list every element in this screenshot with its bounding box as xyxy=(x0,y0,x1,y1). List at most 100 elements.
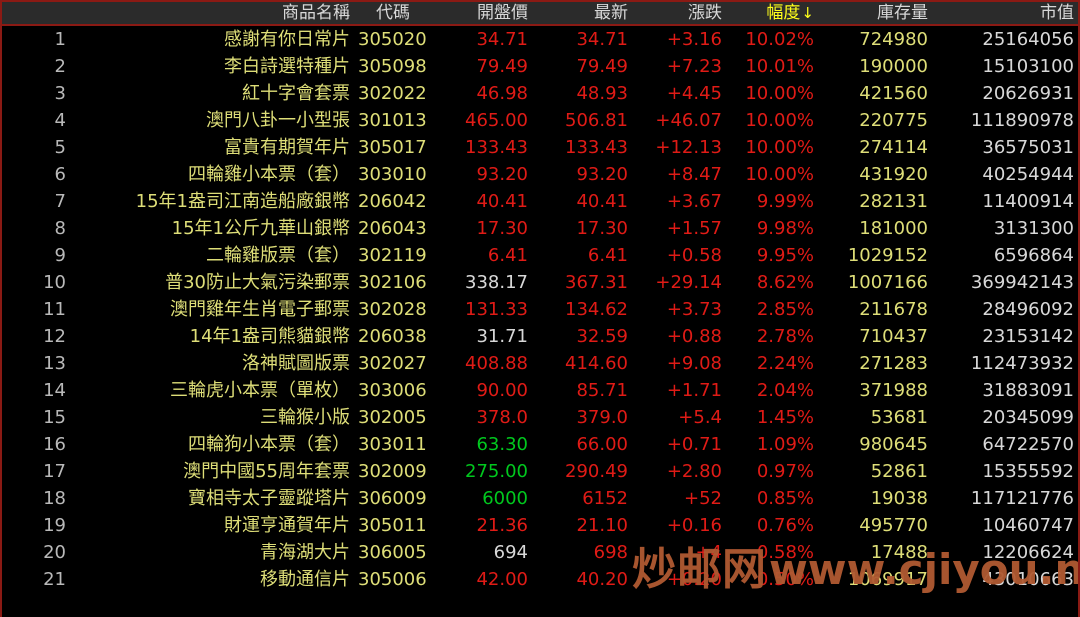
cell-market-cap: 369942143 xyxy=(970,272,1074,293)
table-row[interactable]: 2 李白詩選特種片 305098 79.49 79.49 +7.23 10.01% 19000… xyxy=(2,53,1078,80)
row-index: 7 xyxy=(54,191,66,212)
cell-open-price: 90.00 xyxy=(476,380,528,401)
cell-code: 303011 xyxy=(358,434,427,455)
cell-change-pct: 1.09% xyxy=(756,434,814,455)
cell-code: 302022 xyxy=(358,83,427,104)
cell-code: 302005 xyxy=(358,407,427,428)
cell-code: 206042 xyxy=(358,191,427,212)
cell-volume: 17488 xyxy=(870,542,928,563)
row-index: 18 xyxy=(43,488,66,509)
cell-last-price: 290.49 xyxy=(565,461,628,482)
cell-volume: 431920 xyxy=(859,164,928,185)
column-header-pct-sorted[interactable]: 幅度↓ xyxy=(724,2,814,24)
cell-open-price: 31.71 xyxy=(476,326,528,347)
table-row[interactable]: 16 四輪狗小本票（套） 303011 63.30 66.00 +0.71 1.09% 980… xyxy=(2,431,1078,458)
table-row[interactable]: 19 財運亨通賀年片 305011 21.36 21.10 +0.16 0.76% 49577… xyxy=(2,512,1078,539)
cell-name: 普30防止大氣污染郵票 xyxy=(165,272,350,293)
cell-market-cap: 15103100 xyxy=(982,56,1074,77)
cell-volume: 19038 xyxy=(870,488,928,509)
cell-change: +29.14 xyxy=(655,272,722,293)
cell-last-price: 93.20 xyxy=(576,164,628,185)
cell-open-price: 275.00 xyxy=(465,461,528,482)
table-row[interactable]: 11 澳門雞年生肖電子郵票 302028 131.33 134.62 +3.73 2.85%… xyxy=(2,296,1078,323)
cell-code: 302119 xyxy=(358,245,427,266)
cell-change: +2.80 xyxy=(666,461,722,482)
table-body: 1 感謝有你日常片 305020 34.71 34.71 +3.16 10.02% 72498… xyxy=(2,26,1078,615)
cell-volume: 190000 xyxy=(859,56,928,77)
column-header-open[interactable]: 開盤價 xyxy=(477,3,528,23)
column-header-volume[interactable]: 庫存量 xyxy=(877,3,928,23)
table-row[interactable]: 12 14年1盎司熊貓銀幣 206038 31.71 32.59 +0.88 2.78% 71… xyxy=(2,323,1078,350)
cell-change: +0.20 xyxy=(666,569,722,590)
table-row[interactable]: 21 移動通信片 305006 42.00 40.20 +0.20 0.50% 1069917… xyxy=(2,566,1078,593)
table-row[interactable]: 15 三輪猴小版 302005 378.0 379.0 +5.4 1.45% 53681 203… xyxy=(2,404,1078,431)
row-index: 16 xyxy=(43,434,66,455)
cell-market-cap: 36575031 xyxy=(982,137,1074,158)
cell-name: 15年1盎司江南造船廠銀幣 xyxy=(135,191,350,212)
table-row[interactable]: 8 15年1公斤九華山銀幣 206043 17.30 17.30 +1.57 9.98% 18… xyxy=(2,215,1078,242)
cell-name: 青海湖大片 xyxy=(260,542,350,563)
cell-market-cap: 6596864 xyxy=(993,245,1074,266)
cell-change: +0.58 xyxy=(666,245,722,266)
table-row[interactable]: 17 澳門中國55周年套票 302009 275.00 290.49 +2.80 0.97%… xyxy=(2,458,1078,485)
table-row[interactable]: 20 青海湖大片 306005 694 698 +4 0.58% 17488 12206624 xyxy=(2,539,1078,566)
cell-code: 305098 xyxy=(358,56,427,77)
cell-open-price: 79.49 xyxy=(476,56,528,77)
cell-open-price: 465.00 xyxy=(465,110,528,131)
column-header-pct-label: 幅度 xyxy=(766,3,801,23)
cell-change: +5.4 xyxy=(678,407,722,428)
cell-change: +0.88 xyxy=(666,326,722,347)
cell-last-price: 379.0 xyxy=(576,407,628,428)
cell-open-price: 46.98 xyxy=(476,83,528,104)
cell-market-cap: 11400914 xyxy=(982,191,1074,212)
cell-last-price: 6152 xyxy=(582,488,628,509)
column-header-mcap[interactable]: 市值 xyxy=(1040,3,1074,23)
row-index: 15 xyxy=(43,407,66,428)
cell-volume: 52861 xyxy=(870,461,928,482)
column-header-name[interactable]: 商品名稱 xyxy=(282,3,350,23)
cell-name: 移動通信片 xyxy=(260,569,350,590)
cell-name: 寶相寺太子靈蹤塔片 xyxy=(188,488,350,509)
cell-code: 301013 xyxy=(358,110,427,131)
cell-change-pct: 0.85% xyxy=(756,488,814,509)
table-row[interactable]: 6 四輪雞小本票（套） 303010 93.20 93.20 +8.47 10.00% 431… xyxy=(2,161,1078,188)
cell-volume: 710437 xyxy=(859,326,928,347)
table-row[interactable]: 7 15年1盎司江南造船廠銀幣 206042 40.41 40.41 +3.67 9.99%… xyxy=(2,188,1078,215)
cell-volume: 282131 xyxy=(859,191,928,212)
table-row[interactable]: 5 富貴有期賀年片 305017 133.43 133.43 +12.13 10.00% 27… xyxy=(2,134,1078,161)
cell-open-price: 21.36 xyxy=(476,515,528,536)
cell-open-price: 93.20 xyxy=(476,164,528,185)
cell-volume: 211678 xyxy=(859,299,928,320)
table-row[interactable]: 9 二輪雞版票（套） 302119 6.41 6.41 +0.58 9.95% 1029152… xyxy=(2,242,1078,269)
cell-code: 206043 xyxy=(358,218,427,239)
table-row[interactable]: 3 紅十字會套票 302022 46.98 48.93 +4.45 10.00% 421560… xyxy=(2,80,1078,107)
column-header-code[interactable]: 代碼 xyxy=(376,3,410,23)
cell-last-price: 34.71 xyxy=(576,29,628,50)
cell-last-price: 6.41 xyxy=(587,245,628,266)
column-header-change[interactable]: 漲跌 xyxy=(688,3,722,23)
table-row[interactable]: 18 寶相寺太子靈蹤塔片 306009 6000 6152 +52 0.85% 19038 11… xyxy=(2,485,1078,512)
cell-change-pct: 10.00% xyxy=(745,164,814,185)
cell-name: 四輪狗小本票（套） xyxy=(188,434,350,455)
column-header-last[interactable]: 最新 xyxy=(594,3,628,23)
cell-volume: 371988 xyxy=(859,380,928,401)
cell-change: +4 xyxy=(695,542,722,563)
cell-volume: 53681 xyxy=(870,407,928,428)
cell-code: 302009 xyxy=(358,461,427,482)
cell-open-price: 6.41 xyxy=(487,245,528,266)
cell-change: +1.57 xyxy=(666,218,722,239)
cell-code: 206038 xyxy=(358,326,427,347)
cell-code: 303006 xyxy=(358,380,427,401)
cell-last-price: 134.62 xyxy=(565,299,628,320)
cell-name: 三輪虎小本票（單枚） xyxy=(170,380,350,401)
table-row[interactable]: 14 三輪虎小本票（單枚） 303006 90.00 85.71 +1.71 2.04% 37… xyxy=(2,377,1078,404)
table-row[interactable]: 4 澳門八卦一小型張 301013 465.00 506.81 +46.07 10.00% 2… xyxy=(2,107,1078,134)
cell-open-price: 34.71 xyxy=(476,29,528,50)
table-row[interactable]: 1 感謝有你日常片 305020 34.71 34.71 +3.16 10.02% 72498… xyxy=(2,26,1078,53)
table-row[interactable]: 13 洛神賦圖版票 302027 408.88 414.60 +9.08 2.24% 2712… xyxy=(2,350,1078,377)
cell-market-cap: 23153142 xyxy=(982,326,1074,347)
cell-change-pct: 10.02% xyxy=(745,29,814,50)
cell-change-pct: 10.00% xyxy=(745,137,814,158)
table-row[interactable]: 10 普30防止大氣污染郵票 302106 338.17 367.31 +29.14 8.6… xyxy=(2,269,1078,296)
